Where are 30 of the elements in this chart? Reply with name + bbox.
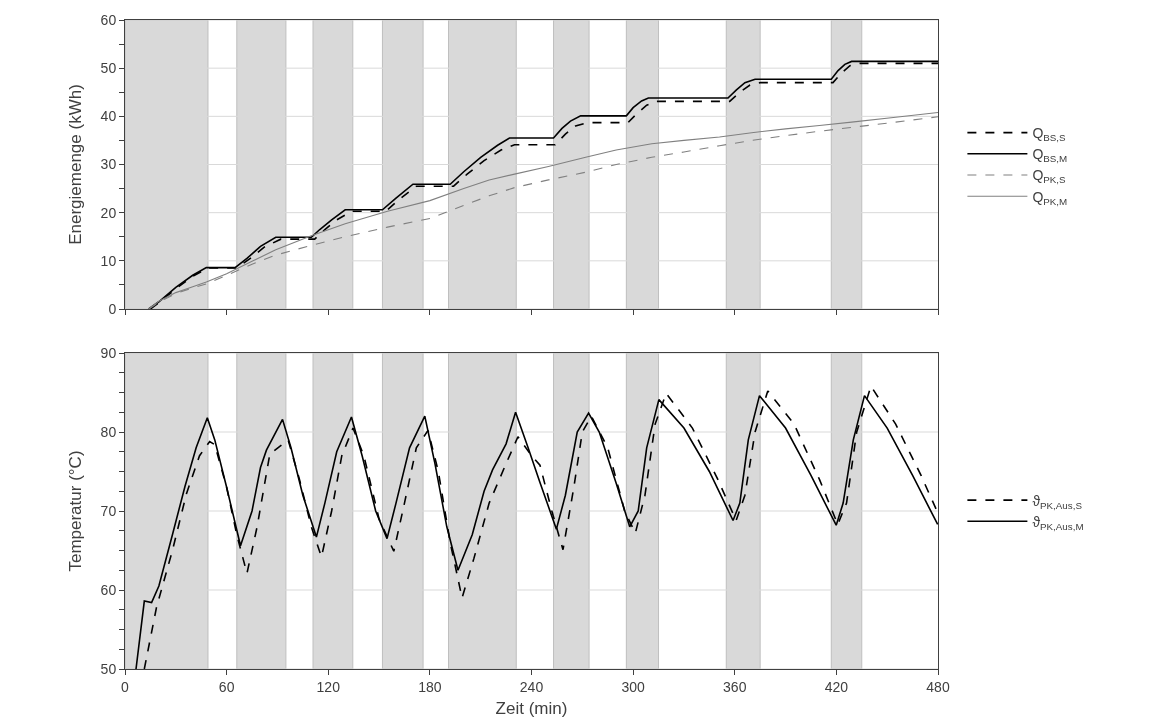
- legend-label: ϑ$_{PK,Aus,S}$: [1032, 492, 1083, 511]
- y-tick-label: 60: [100, 581, 117, 598]
- legend-label: ϑ$_{PK,Aus,M}$: [1032, 513, 1084, 532]
- x-tick-label: 480: [926, 678, 950, 695]
- y-tick-label: 30: [100, 156, 117, 173]
- x-tick-label: 360: [723, 678, 747, 695]
- y-tick-label: 10: [100, 252, 117, 269]
- y-tick-label: 50: [100, 60, 117, 77]
- x-tick-label: 300: [621, 678, 646, 695]
- y-tick-label: 40: [100, 108, 117, 125]
- x-tick-label: 60: [218, 678, 235, 695]
- x-tick-label: 240: [519, 678, 544, 695]
- x-tick-label: 120: [316, 678, 341, 695]
- y-tick-label: 60: [100, 11, 117, 28]
- y-tick-label: 0: [108, 300, 117, 317]
- y-tick-label: 90: [100, 344, 117, 361]
- x-tick-label: 0: [121, 678, 130, 695]
- x-axis-title: Zeit (min): [495, 699, 568, 719]
- x-tick-label: 180: [418, 678, 442, 695]
- legend-label: Q$_{PK,S}$: [1032, 167, 1067, 186]
- legend-label: Q$_{BS,M}$: [1032, 146, 1068, 165]
- x-tick-label: 420: [824, 678, 849, 695]
- y-tick-label: 70: [100, 502, 117, 519]
- y-tick-label: 80: [100, 423, 117, 440]
- y-tick-label: 20: [100, 204, 117, 221]
- legend-label: Q$_{BS,S}$: [1032, 125, 1067, 143]
- y-tick-label: 50: [100, 660, 117, 677]
- y-axis-title: Temperatur (°C): [66, 450, 86, 572]
- y-axis-title: Energiemenge (kWh): [66, 84, 86, 245]
- legend-label: Q$_{PK,M}$: [1032, 188, 1068, 207]
